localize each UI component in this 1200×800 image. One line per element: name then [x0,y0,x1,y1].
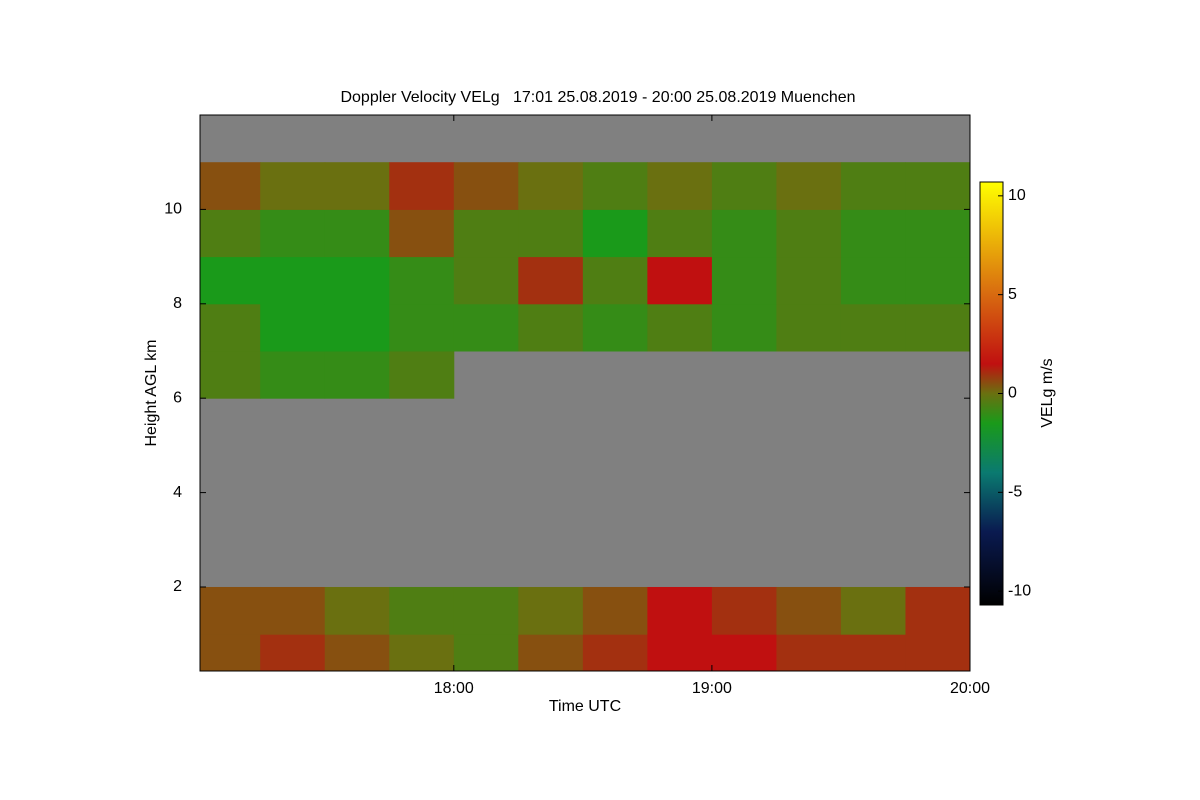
heatmap-cell [200,634,261,671]
heatmap-cell [389,162,455,210]
heatmap-cell [324,634,390,671]
y-tick-label: 8 [173,295,182,312]
heatmap-cell [260,209,326,258]
y-axis-label: Height AGL km [143,339,160,446]
heatmap-cell [776,209,842,258]
heatmap-cell [711,209,777,258]
heatmap-cell [647,256,713,305]
heatmap-cell [389,634,455,671]
heatmap-cell [711,256,777,305]
heatmap-cell [776,634,842,671]
heatmap-cell [389,256,455,305]
heatmap-cell [840,162,906,210]
heatmap-cell [905,162,970,210]
heatmap [200,162,970,671]
heatmap-cell [582,586,648,635]
x-tick-label: 19:00 [692,680,732,697]
heatmap-cell [389,586,455,635]
heatmap-cell [518,209,584,258]
heatmap-cell [711,303,777,352]
heatmap-cell [776,162,842,210]
heatmap-cell [200,586,261,635]
heatmap-cell [647,303,713,352]
heatmap-cell [905,303,970,352]
heatmap-cell [260,256,326,305]
heatmap-cell [582,303,648,352]
heatmap-cell [905,634,970,671]
heatmap-cell [453,209,519,258]
heatmap-cell [260,350,326,399]
plot-frame [199,114,971,672]
heatmap-cell [518,634,584,671]
heatmap-cell [260,586,326,635]
heatmap-cell [324,586,390,635]
heatmap-cell [582,162,648,210]
heatmap-cell [200,209,261,258]
heatmap-cell [582,256,648,305]
heatmap-cell [389,209,455,258]
x-tick-label: 18:00 [434,680,474,697]
heatmap-cell [647,634,713,671]
heatmap-cell [453,303,519,352]
heatmap-cell [711,586,777,635]
heatmap-cell [260,634,326,671]
heatmap-cell [647,162,713,210]
chart-title: Doppler Velocity VELg 17:01 25.08.2019 -… [340,89,855,106]
heatmap-cell [324,209,390,258]
colorbar-tick-label: -5 [1008,484,1022,501]
heatmap-cell [840,586,906,635]
heatmap-cell [905,209,970,258]
y-tick-label: 10 [164,201,182,218]
colorbar-tick-label: 0 [1008,385,1017,402]
heatmap-cell [200,162,261,210]
heatmap-cell [776,303,842,352]
heatmap-cell [647,209,713,258]
heatmap-cell [711,634,777,671]
heatmap-cell [905,256,970,305]
heatmap-cell [840,256,906,305]
colorbar-tick-label: -10 [1008,582,1031,599]
heatmap-cell [389,350,455,399]
heatmap-cell [260,162,326,210]
heatmap-cell [453,256,519,305]
heatmap-cell [200,256,261,305]
y-tick-label: 6 [173,389,182,406]
heatmap-cell [776,586,842,635]
heatmap-cell [324,350,390,399]
heatmap-cell [518,586,584,635]
heatmap-cell [453,634,519,671]
heatmap-cell [518,303,584,352]
colorbar-tick-label: 10 [1008,187,1026,204]
heatmap-cell [518,162,584,210]
heatmap-cell [453,162,519,210]
y-tick-label: 4 [173,484,182,501]
heatmap-cell [776,256,842,305]
heatmap-cell [582,209,648,258]
heatmap-cell [200,303,261,352]
heatmap-cell [840,303,906,352]
heatmap-cell [840,634,906,671]
colorbar-label: VELg m/s [1039,358,1056,427]
heatmap-cell [582,634,648,671]
heatmap-cell [324,256,390,305]
heatmap-cell [518,256,584,305]
heatmap-cell [711,162,777,210]
x-axis-label: Time UTC [549,698,621,715]
heatmap-cell [453,586,519,635]
heatmap-cell [905,586,970,635]
heatmap-cell [324,162,390,210]
heatmap-cell [389,303,455,352]
heatmap-cell [260,303,326,352]
colorbar-tick-label: 5 [1008,286,1017,303]
heatmap-cell [647,586,713,635]
heatmap-cell [324,303,390,352]
heatmap-cell [840,209,906,258]
heatmap-cell [200,350,261,399]
x-tick-label: 20:00 [950,680,990,697]
y-tick-label: 2 [173,578,182,595]
